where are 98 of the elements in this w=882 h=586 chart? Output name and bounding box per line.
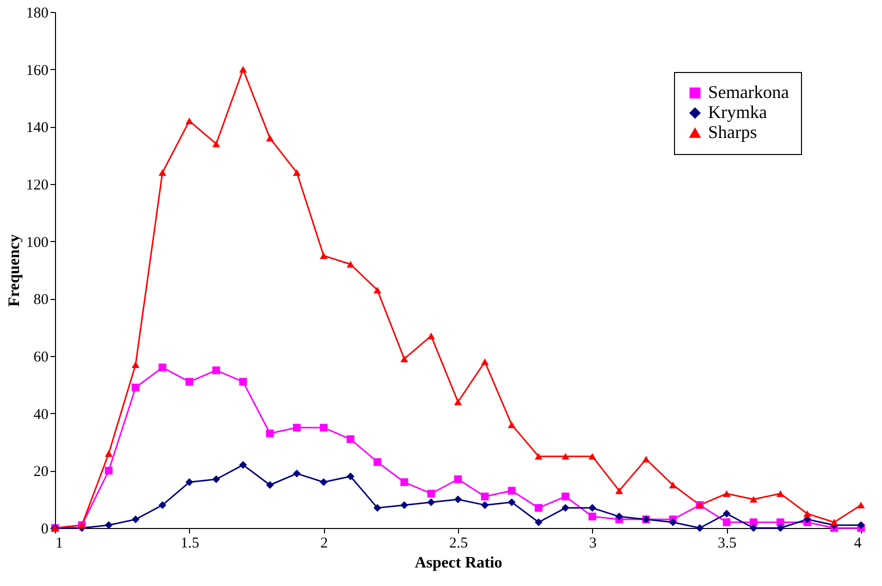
- x-axis-title: Aspect Ratio: [414, 554, 502, 572]
- point: [803, 510, 812, 518]
- point: [212, 366, 220, 374]
- y-axis-title: Frequency: [6, 234, 23, 307]
- point: [104, 521, 113, 530]
- point: [132, 384, 140, 392]
- point: [400, 478, 408, 486]
- y-tick-label: 20: [34, 464, 48, 480]
- point: [722, 518, 731, 526]
- point: [239, 461, 247, 469]
- point: [696, 524, 704, 532]
- point: [292, 169, 301, 176]
- x-tick-label: 2.5: [449, 536, 468, 552]
- y-tick-label: 80: [34, 292, 48, 308]
- point: [534, 452, 542, 460]
- y-tick-label: 140: [26, 120, 48, 136]
- point: [508, 486, 516, 495]
- point: [374, 458, 382, 466]
- point: [857, 521, 865, 530]
- point: [374, 286, 382, 294]
- point: [830, 518, 838, 526]
- y-tick-label: 40: [34, 406, 48, 423]
- legend-label: Krymka: [708, 102, 767, 122]
- point: [454, 495, 462, 504]
- point: [588, 452, 596, 460]
- point: [185, 378, 194, 386]
- point: [776, 490, 784, 497]
- point: [615, 512, 624, 520]
- legend-label: Sharps: [708, 122, 757, 142]
- point: [346, 472, 354, 480]
- y-tick-label: 160: [26, 62, 48, 79]
- point: [292, 470, 301, 478]
- point: [104, 466, 113, 475]
- point: [212, 475, 220, 484]
- point: [400, 501, 408, 509]
- x-tick-label: 1: [56, 536, 63, 552]
- point: [776, 518, 784, 526]
- point: [750, 524, 758, 532]
- point: [400, 356, 408, 362]
- point: [132, 516, 140, 524]
- point: [320, 252, 328, 260]
- point: [722, 490, 731, 497]
- point: [857, 502, 865, 508]
- point: [508, 498, 516, 506]
- y-tick-label: 180: [26, 6, 48, 22]
- point: [722, 510, 731, 518]
- point: [185, 118, 194, 124]
- point: [346, 435, 354, 444]
- y-tick-label: 120: [26, 178, 48, 194]
- point: [158, 501, 166, 509]
- point: [508, 421, 516, 428]
- point: [427, 498, 436, 506]
- point: [562, 504, 570, 512]
- point: [427, 490, 436, 498]
- point: [562, 452, 570, 460]
- point: [642, 456, 650, 463]
- point: [669, 518, 677, 526]
- legend-label: Semarkona: [708, 82, 789, 102]
- point: [104, 450, 113, 457]
- point: [454, 398, 462, 406]
- point: [534, 504, 542, 512]
- point: [454, 475, 462, 484]
- point: [320, 424, 328, 432]
- x-tick-label: 3.5: [718, 536, 737, 552]
- point: [239, 66, 247, 73]
- point: [266, 430, 274, 438]
- point: [562, 492, 570, 500]
- x-tick-label: 3: [589, 536, 597, 552]
- point: [212, 140, 220, 148]
- x-tick-label: 2: [320, 536, 328, 552]
- point: [239, 378, 247, 386]
- y-tick-label: 100: [26, 234, 48, 251]
- point: [776, 524, 784, 532]
- point: [480, 358, 489, 366]
- point: [132, 361, 140, 368]
- point: [750, 518, 758, 526]
- point: [374, 504, 382, 512]
- point: [750, 496, 758, 503]
- point: [427, 332, 436, 340]
- x-tick-label: 4: [854, 536, 862, 552]
- point: [346, 260, 354, 268]
- y-tick-label: 60: [34, 350, 48, 366]
- point: [588, 504, 596, 512]
- point: [615, 487, 624, 494]
- point: [588, 512, 596, 520]
- point: [480, 501, 489, 509]
- point: [266, 134, 274, 142]
- point: [534, 518, 542, 526]
- point: [669, 482, 677, 488]
- x-tick-label: 1.5: [180, 536, 200, 552]
- point: [158, 364, 166, 372]
- point: [292, 424, 301, 432]
- point: [185, 478, 194, 486]
- point: [480, 492, 489, 500]
- point: [320, 478, 328, 486]
- point: [158, 169, 166, 176]
- point: [266, 481, 274, 489]
- y-tick-label: 0: [41, 522, 48, 538]
